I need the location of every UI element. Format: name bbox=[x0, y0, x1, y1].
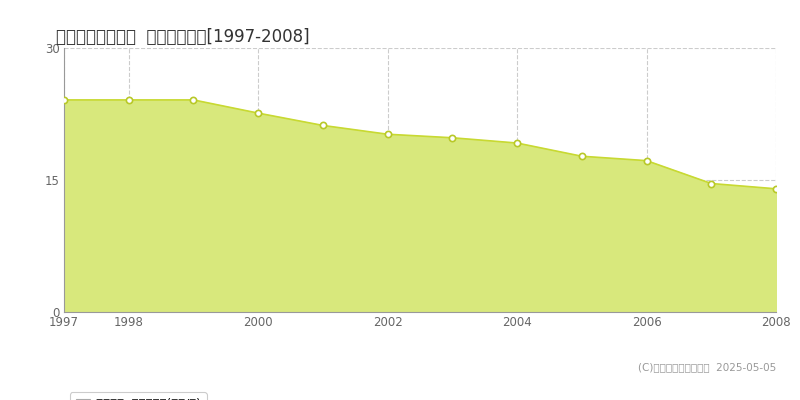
Legend: 基準地価  平均坂単価(万円/坂): 基準地価 平均坂単価(万円/坂) bbox=[70, 392, 206, 400]
Text: 仙台市泉区北中山  基準地価推移[1997-2008]: 仙台市泉区北中山 基準地価推移[1997-2008] bbox=[56, 28, 310, 46]
Text: (C)土地価格ドットコム  2025-05-05: (C)土地価格ドットコム 2025-05-05 bbox=[638, 362, 776, 372]
